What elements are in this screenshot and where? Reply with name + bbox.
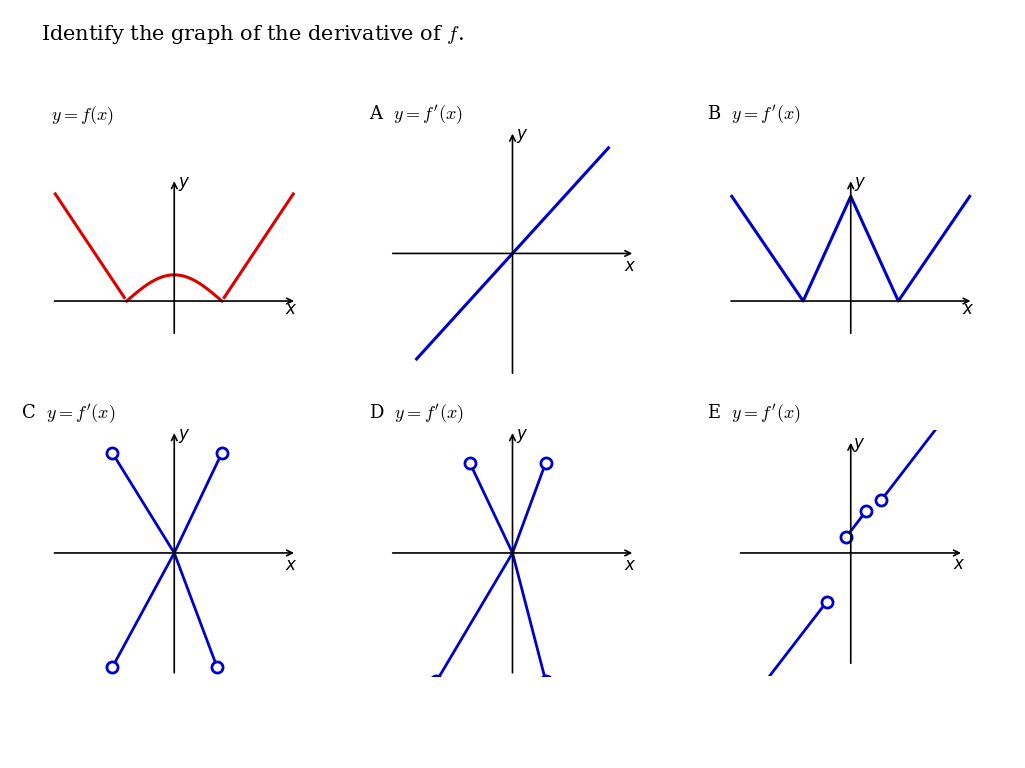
Text: C  $y = f'(x)$: C $y = f'(x)$ [20,402,115,426]
Text: $y$: $y$ [516,127,528,145]
Text: $y$: $y$ [177,175,190,193]
Text: $x$: $x$ [623,258,636,275]
Text: D  $y = f'(x)$: D $y = f'(x)$ [369,402,464,426]
Text: $y = f(x)$: $y = f(x)$ [51,104,114,127]
Text: $x$: $x$ [285,301,297,318]
Text: B  $y = f'(x)$: B $y = f'(x)$ [707,103,802,127]
Text: $y$: $y$ [177,427,190,445]
Text: $y$: $y$ [854,435,866,454]
Text: $x$: $x$ [285,558,297,574]
Text: $y$: $y$ [854,175,866,193]
Text: $x$: $x$ [961,301,974,318]
Text: A  $y = f'(x)$: A $y = f'(x)$ [369,103,462,127]
Text: E  $y = f'(x)$: E $y = f'(x)$ [707,402,802,426]
Text: $x$: $x$ [952,557,966,574]
Text: Identify the graph of the derivative of $f$.: Identify the graph of the derivative of … [41,23,463,46]
Text: $y$: $y$ [516,427,528,445]
Text: $x$: $x$ [623,558,636,574]
